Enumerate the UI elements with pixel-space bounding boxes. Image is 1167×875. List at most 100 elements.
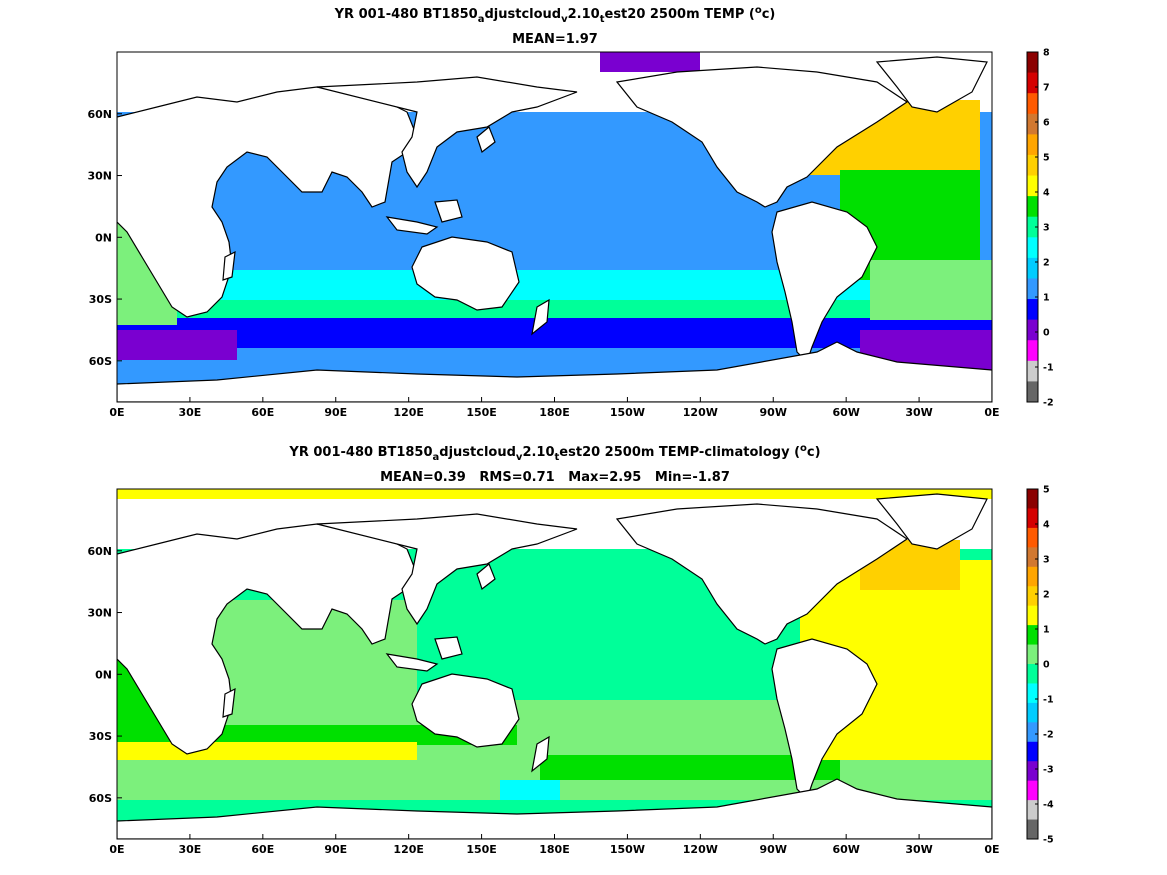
ocean-region — [500, 780, 560, 800]
x-axis: 0E 30E 60E 90E 120E 150E 180E 150W 120W 90W 60W 30W… — [109, 397, 1000, 419]
title-fragment: est20 2500m TEMP-climatology ( — [559, 445, 800, 460]
x-tick-label: 90W — [760, 406, 787, 419]
colorbar-segment — [1027, 113, 1038, 135]
y-tick-label: 60N — [87, 545, 112, 558]
x-tick-label: 0E — [109, 406, 124, 419]
title-fragment: djustcloud — [439, 445, 516, 460]
map-area — [117, 489, 992, 839]
x-tick-label: 90E — [324, 843, 347, 856]
colorbar-tick-label: 4 — [1043, 520, 1050, 531]
y-tick-label: 0N — [95, 231, 112, 244]
x-tick-label: 30W — [905, 406, 932, 419]
y-axis: 60N 30N 0N 30S 60S — [87, 545, 122, 805]
x-tick-label: 120W — [683, 843, 718, 856]
ocean-region — [117, 489, 992, 499]
chart-title: YR 001-480 BT1850adjustcloudv2.10test20 … — [288, 443, 820, 463]
colorbar-segment — [1027, 761, 1038, 782]
panel-top: YR 001-480 BT1850adjustcloudv2.10test20 … — [87, 5, 1053, 419]
chart-subtitle: MEAN=0.39 RMS=0.71 Max=2.95 Min=-1.87 — [380, 470, 730, 485]
title-fragment: djustcloud — [484, 7, 561, 22]
colorbar-segment — [1027, 508, 1038, 529]
ocean-region — [117, 330, 237, 360]
colorbar-tick-label: -5 — [1043, 835, 1054, 846]
x-tick-label: 150E — [466, 406, 496, 419]
title-fragment: YR 001-480 BT1850 — [334, 7, 478, 22]
colorbar-segment — [1027, 319, 1038, 341]
colorbar: 8 7 6 5 4 3 2 1 0 -1 -2 — [1026, 48, 1054, 409]
colorbar-tick-label: 0 — [1043, 660, 1050, 671]
title-fragment: 2.10 — [522, 445, 554, 460]
colorbar-segment — [1027, 625, 1038, 646]
x-tick-label: 60W — [832, 843, 859, 856]
y-tick-label: 30S — [89, 293, 112, 306]
title-fragment: YR 001-480 BT1850 — [288, 445, 432, 460]
colorbar-tick-label: 4 — [1043, 188, 1050, 199]
y-tick-label: 60S — [89, 355, 112, 368]
colorbar-segment — [1027, 527, 1038, 548]
y-tick-label: 30S — [89, 730, 112, 743]
colorbar-segment — [1027, 547, 1038, 568]
x-tick-label: 0E — [984, 406, 999, 419]
title-fragment: c) — [807, 445, 821, 460]
x-tick-label: 90W — [760, 843, 787, 856]
x-tick-label: 120W — [683, 406, 718, 419]
colorbar-segment — [1027, 800, 1038, 821]
colorbar-segment — [1027, 196, 1038, 218]
colorbar-tick-label: 5 — [1043, 485, 1050, 496]
colorbar-segment — [1027, 278, 1038, 300]
ocean-region — [117, 300, 992, 318]
title-fragment: o — [755, 5, 762, 16]
colorbar-tick-label: 3 — [1043, 555, 1050, 566]
colorbar-segment — [1027, 52, 1038, 74]
x-tick-label: 0E — [984, 843, 999, 856]
colorbar-tick-label: 7 — [1043, 83, 1050, 94]
colorbar-segment — [1027, 134, 1038, 156]
title-fragment: t — [555, 452, 560, 463]
map-area — [117, 52, 992, 402]
ocean-region — [540, 755, 840, 780]
x-tick-label: 30E — [179, 406, 202, 419]
colorbar-tick-label: -1 — [1043, 695, 1054, 706]
x-tick-label: 90E — [324, 406, 347, 419]
colorbar-segment — [1027, 605, 1038, 626]
title-fragment: 2.10 — [568, 7, 600, 22]
colorbar-segment — [1027, 722, 1038, 743]
y-axis: 60N 30N 0N 30S 60S — [87, 108, 122, 368]
colorbar-segment — [1027, 381, 1038, 403]
colorbar-tick-label: 1 — [1043, 293, 1050, 304]
colorbar-segment — [1027, 702, 1038, 723]
x-tick-label: 120E — [393, 406, 423, 419]
title-fragment: v — [516, 452, 523, 463]
colorbar-segment — [1027, 566, 1038, 587]
colorbar-segment — [1027, 741, 1038, 762]
panel-bottom: YR 001-480 BT1850adjustcloudv2.10test20 … — [87, 443, 1053, 856]
y-tick-label: 60N — [87, 108, 112, 121]
y-tick-label: 30N — [87, 607, 112, 620]
colorbar-tick-label: -1 — [1043, 363, 1054, 374]
colorbar-segment — [1027, 644, 1038, 665]
colorbar-segment — [1027, 299, 1038, 321]
x-tick-label: 60E — [251, 843, 274, 856]
ocean-region — [117, 318, 992, 348]
colorbar-tick-label: -4 — [1043, 800, 1054, 811]
x-tick-label: 150E — [466, 843, 496, 856]
title-fragment: o — [800, 443, 807, 454]
x-tick-label: 60W — [832, 406, 859, 419]
x-tick-label: 0E — [109, 843, 124, 856]
chart-subtitle: MEAN=1.97 — [512, 32, 598, 47]
x-tick-label: 30W — [905, 843, 932, 856]
colorbar-segment — [1027, 237, 1038, 259]
colorbar-segment — [1027, 683, 1038, 704]
colorbar-tick-label: 2 — [1043, 590, 1050, 601]
colorbar-segment — [1027, 360, 1038, 382]
x-axis: 0E 30E 60E 90E 120E 150E 180E 150W 120W 90W 60W 30W… — [109, 834, 1000, 856]
colorbar-segment — [1027, 216, 1038, 238]
x-tick-label: 180E — [539, 406, 569, 419]
colorbar-segment — [1027, 340, 1038, 362]
y-tick-label: 0N — [95, 668, 112, 681]
x-tick-label: 150W — [610, 843, 645, 856]
ocean-region — [600, 52, 700, 72]
colorbar-tick-label: 2 — [1043, 258, 1050, 269]
colorbar-segment — [1027, 257, 1038, 279]
